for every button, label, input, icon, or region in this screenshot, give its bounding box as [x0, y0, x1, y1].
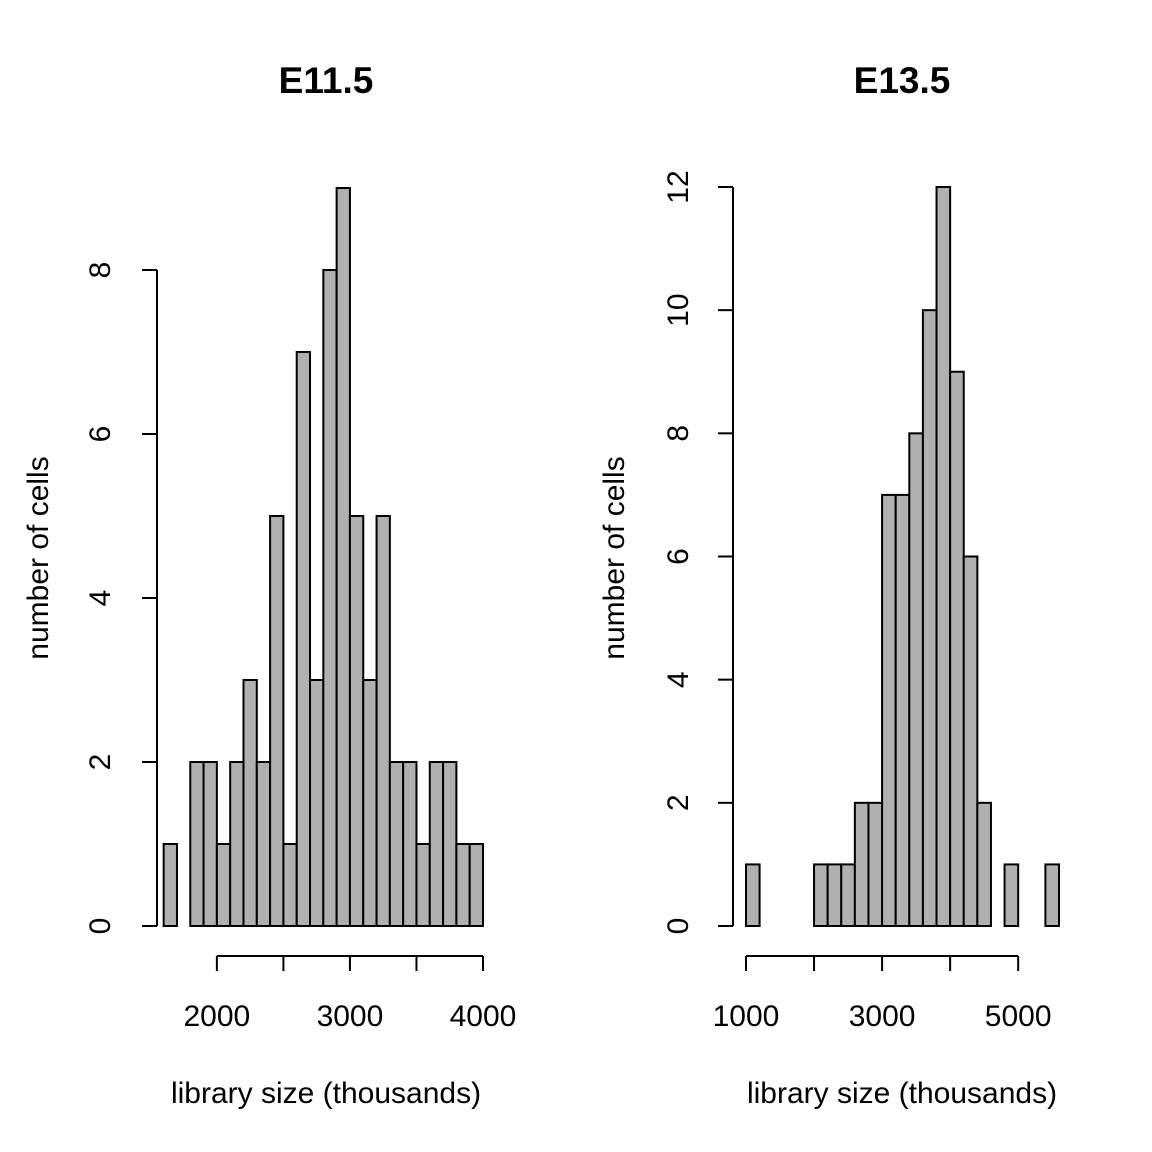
- histogram-bar: [1044, 863, 1061, 928]
- x-tick-label: 3000: [849, 1000, 916, 1033]
- histogram-bar: [375, 515, 391, 927]
- histogram-bar: [745, 863, 761, 928]
- histogram-bar: [935, 186, 952, 927]
- y-axis-label: number of cells: [22, 456, 55, 659]
- x-axis-label: library size (thousands): [747, 1077, 1057, 1110]
- histogram-bar: [282, 843, 298, 927]
- y-tick-label: 6: [662, 548, 695, 565]
- bar-group: [745, 186, 1061, 928]
- histogram-bar: [921, 309, 938, 927]
- y-tick-label: 2: [662, 794, 695, 811]
- y-tick-label: 4: [662, 671, 695, 688]
- histogram-bar: [335, 187, 351, 927]
- histogram-bar: [908, 432, 924, 927]
- histogram-bar: [255, 761, 272, 927]
- histogram-bar: [881, 493, 897, 927]
- histogram-bar: [442, 761, 458, 927]
- histogram-bar: [362, 679, 378, 927]
- histogram-bar: [826, 863, 843, 928]
- y-tick-label: 0: [84, 918, 117, 935]
- histogram-bar: [455, 843, 471, 927]
- x-tick-label: 5000: [985, 1000, 1052, 1033]
- y-tick-label: 12: [662, 170, 695, 203]
- histogram-bar: [1003, 863, 1020, 928]
- x-axis: 2000 3000 4000: [184, 955, 517, 1033]
- x-tick-label: 1000: [713, 1000, 780, 1033]
- histogram-bar: [229, 761, 245, 927]
- histogram-bar: [976, 801, 992, 927]
- histogram-bar: [867, 801, 884, 927]
- histogram-bar: [388, 761, 405, 927]
- x-tick-label: 2000: [184, 1000, 251, 1033]
- x-axis-label: library size (thousands): [171, 1077, 481, 1110]
- histogram-panel-e13-5: E13.5 library size (thousands) number of…: [598, 60, 1061, 1110]
- histogram-bar: [309, 679, 325, 927]
- histogram-bar: [402, 761, 418, 927]
- y-tick-label: 10: [662, 293, 695, 326]
- y-tick-label: 0: [662, 918, 695, 935]
- histogram-bar: [415, 843, 431, 927]
- y-axis: 0 2 4 6 8: [84, 262, 158, 935]
- histogram-bar: [962, 555, 979, 927]
- x-axis: 1000 3000 5000: [713, 955, 1052, 1033]
- histogram-bar: [840, 863, 856, 928]
- histogram-bar: [189, 761, 205, 927]
- histogram-panel-e11-5: E11.5 library size (thousands) number of…: [22, 60, 516, 1110]
- histogram-bar: [428, 761, 445, 927]
- histogram-bar: [813, 863, 829, 928]
- histogram-bar: [215, 843, 232, 927]
- x-tick-label: 4000: [450, 1000, 517, 1033]
- y-tick-label: 2: [84, 754, 117, 771]
- y-tick-label: 4: [84, 590, 117, 607]
- histogram-bar: [269, 515, 285, 927]
- y-axis-label: number of cells: [598, 456, 631, 659]
- histogram-bar: [853, 801, 870, 927]
- y-tick-label: 8: [662, 425, 695, 442]
- histogram-bar: [202, 761, 218, 927]
- histogram-bar: [295, 351, 312, 927]
- histogram-bar: [348, 515, 365, 927]
- histogram-bar: [242, 679, 258, 927]
- bar-group: [162, 187, 485, 927]
- histogram-bar: [894, 493, 911, 927]
- histogram-bar: [162, 843, 178, 927]
- histogram-bar: [949, 370, 965, 927]
- y-tick-label: 6: [84, 426, 117, 443]
- x-tick-label: 3000: [317, 1000, 384, 1033]
- y-axis: 0 2 4 6 8 10 12: [662, 170, 734, 935]
- chart-title: E11.5: [279, 60, 374, 101]
- y-tick-label: 8: [84, 262, 117, 279]
- chart-title: E13.5: [854, 60, 951, 101]
- histogram-bar: [322, 269, 338, 927]
- histogram-bar: [468, 843, 485, 927]
